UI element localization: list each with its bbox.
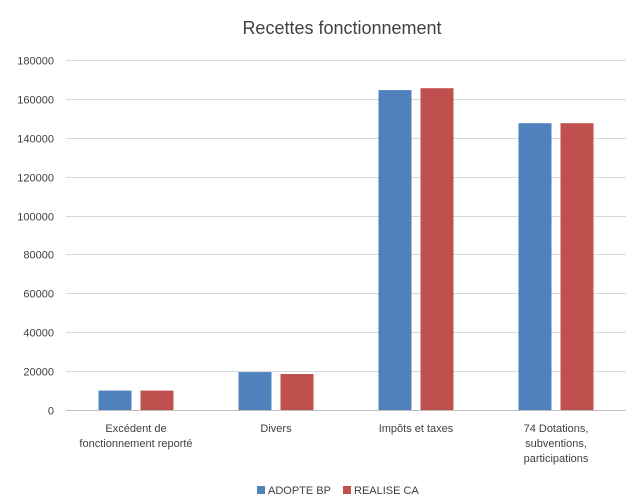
y-tick-label: 0 [48,406,54,418]
gridlines [66,60,626,411]
bar [280,374,314,410]
bar [140,390,174,410]
x-category-label: Excédent de fonctionnement reporté [79,423,192,450]
y-tick-label: 40000 [23,328,54,340]
x-category-label-line: Impôts et taxes [379,423,454,435]
legend-label: ADOPTE BP [268,485,331,497]
y-tick-label: 20000 [23,367,54,379]
bars [98,88,594,410]
y-tick-label: 140000 [17,134,54,146]
x-category-label-line: subventions, [525,438,587,450]
y-tick-label: 100000 [17,212,54,224]
legend-swatch [343,486,351,494]
legend-swatch [257,486,265,494]
y-axis-ticks: 0 20000 40000 60000 80000 100000 120000 140000 1… [17,56,54,418]
chart-title: Recettes fonctionnement [242,18,441,38]
legend-label: REALISE CA [354,485,419,497]
y-tick-label: 160000 [17,95,54,107]
x-category-label-line: fonctionnement reporté [79,438,192,450]
x-category-label: Divers [260,423,292,435]
bar [518,123,552,410]
bar [560,123,594,410]
y-tick-label: 80000 [23,250,54,262]
x-category-label-line: Divers [260,423,292,435]
y-tick-label: 60000 [23,289,54,301]
x-category-label: Impôts et taxes [379,423,454,435]
bar [420,88,454,410]
legend: ADOPTE BP REALISE CA [257,485,419,497]
x-category-label-line: participations [524,453,589,465]
bar [378,90,412,410]
bar [238,372,272,410]
y-tick-label: 180000 [17,56,54,68]
x-axis-labels: Excédent de fonctionnement reporté Divers I… [79,423,588,465]
x-category-label-line: 74 Dotations, [524,423,589,435]
y-tick-label: 120000 [17,173,54,185]
x-category-label-line: Excédent de [105,423,166,435]
x-category-label: 74 Dotations, subventions, participations [524,423,589,465]
bar [98,390,132,410]
